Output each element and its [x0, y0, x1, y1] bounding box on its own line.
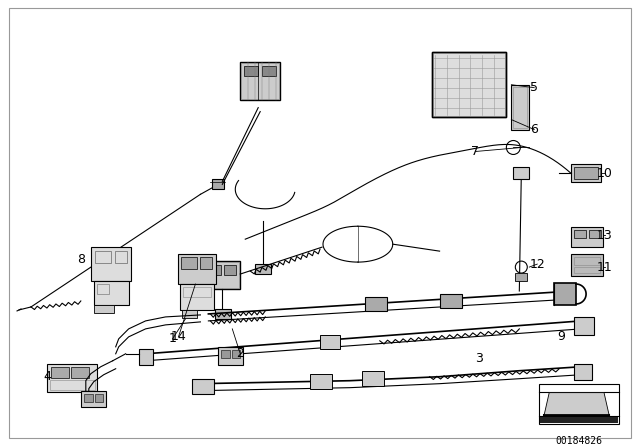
Bar [511, 85, 529, 129]
Bar [209, 265, 221, 275]
Bar [221, 350, 230, 358]
Bar [244, 66, 258, 76]
Bar [115, 251, 127, 263]
Bar [362, 371, 384, 386]
Bar [574, 168, 598, 179]
Bar [94, 305, 114, 313]
Text: 5: 5 [531, 81, 538, 94]
Bar [513, 168, 529, 179]
Bar [431, 52, 506, 116]
Bar [554, 283, 576, 305]
Bar [95, 394, 103, 401]
Bar [200, 257, 212, 269]
Bar [81, 391, 106, 407]
Bar [182, 310, 197, 318]
Bar [574, 230, 586, 238]
Bar [193, 379, 214, 394]
Bar [179, 254, 216, 284]
Text: 11: 11 [597, 261, 613, 274]
Circle shape [515, 261, 527, 273]
Bar [571, 164, 601, 182]
Bar [310, 374, 332, 389]
Bar [51, 367, 69, 378]
Bar [206, 262, 239, 288]
Bar [180, 284, 214, 310]
Bar [571, 227, 603, 247]
Text: 8: 8 [77, 253, 85, 266]
Bar [515, 273, 527, 281]
Bar [433, 53, 506, 116]
Bar [225, 265, 236, 275]
Bar [212, 179, 225, 190]
Bar [589, 230, 599, 238]
Bar [431, 52, 506, 116]
Bar [94, 281, 129, 305]
Bar [571, 254, 603, 276]
Text: 00184826: 00184826 [556, 435, 603, 445]
Bar [574, 317, 594, 335]
Bar [91, 247, 131, 281]
Bar [218, 347, 243, 365]
Bar [184, 287, 211, 297]
Bar [574, 257, 600, 265]
Bar [540, 383, 619, 423]
Bar [255, 264, 271, 274]
Bar [232, 350, 240, 358]
Bar [241, 63, 279, 99]
Bar [97, 284, 109, 294]
Text: 14: 14 [171, 330, 186, 343]
Bar [215, 309, 231, 319]
Bar [182, 257, 197, 269]
Text: 4: 4 [43, 370, 51, 383]
Polygon shape [544, 392, 609, 414]
Bar [513, 87, 527, 128]
Bar [540, 417, 618, 422]
Bar [47, 364, 97, 392]
Bar [50, 380, 95, 390]
Text: 1: 1 [168, 332, 177, 345]
Text: 10: 10 [597, 167, 613, 180]
Text: 3: 3 [476, 352, 483, 365]
Bar [84, 394, 93, 401]
Text: 9: 9 [557, 330, 565, 343]
Text: 12: 12 [529, 258, 545, 271]
Text: 7: 7 [472, 145, 479, 158]
Text: 6: 6 [531, 123, 538, 136]
Bar [95, 251, 111, 263]
Bar [262, 66, 276, 76]
Bar [440, 294, 461, 308]
Bar [139, 349, 152, 365]
Bar [205, 261, 240, 289]
Bar [574, 267, 600, 273]
Bar [320, 335, 340, 349]
Text: 13: 13 [597, 228, 613, 241]
Bar [365, 297, 387, 311]
Bar [71, 367, 89, 378]
Bar [574, 364, 592, 380]
Bar [240, 62, 280, 99]
Text: 2: 2 [236, 347, 244, 360]
